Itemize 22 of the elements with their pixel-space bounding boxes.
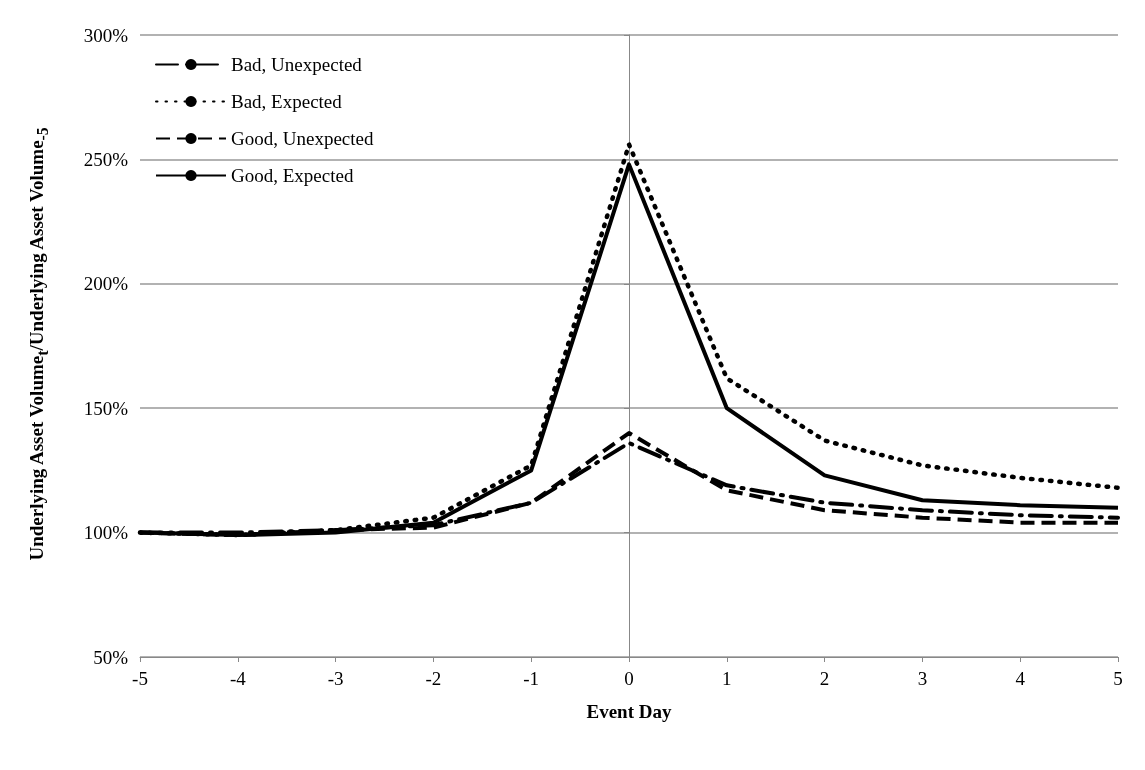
- y-tick-label: 150%: [83, 397, 129, 419]
- x-tick-label: 2: [819, 668, 830, 689]
- y-tick-label: 50%: [93, 646, 129, 668]
- legend-label: Bad, Expected: [231, 91, 343, 112]
- y-tick-label: 100%: [83, 522, 129, 544]
- x-tick-label: -3: [327, 668, 344, 689]
- x-tick-label: 1: [722, 668, 732, 689]
- y-tick-label: 300%: [83, 24, 129, 46]
- legend-label: Bad, Unexpected: [231, 54, 363, 75]
- legend-label: Good, Expected: [231, 165, 354, 186]
- x-tick-label: 3: [917, 668, 928, 689]
- x-tick-label: -1: [523, 668, 540, 689]
- x-tick-label: 0: [624, 668, 634, 689]
- x-tick-label: -5: [132, 668, 148, 689]
- x-axis-title: Event Day: [586, 701, 672, 722]
- x-tick-label: 5: [1113, 668, 1123, 689]
- x-tick-label: 4: [1015, 668, 1026, 689]
- x-tick-label: -2: [425, 668, 442, 689]
- x-tick-label: -4: [229, 668, 247, 689]
- y-tick-label: 200%: [83, 273, 129, 295]
- y-tick-label: 250%: [83, 148, 129, 170]
- legend-label: Good, Unexpected: [231, 128, 374, 149]
